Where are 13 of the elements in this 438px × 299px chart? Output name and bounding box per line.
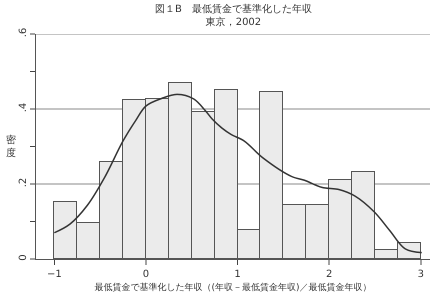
x-tick-label: −1 — [46, 269, 62, 280]
chart-title: 図１B 最低賃金で基準化した年収 — [155, 3, 312, 15]
y-tick-label: .4 — [18, 102, 29, 112]
y-tick-label: 0 — [18, 254, 29, 261]
x-tick-label: 2 — [326, 269, 332, 280]
x-tick-label: 0 — [142, 269, 150, 280]
x-tick-label: 1 — [234, 269, 241, 280]
x-tick-label: 3 — [418, 269, 424, 280]
chart-subtitle: 東京，2002 — [206, 16, 262, 28]
y-tick-label: .6 — [18, 28, 29, 38]
y-tick-label: .2 — [18, 178, 29, 188]
y-axis-title: 密度 — [6, 134, 16, 159]
x-axis-title: 最低賃金で基準化した年収（(年収－最低賃金年収)／最低賃金年収） — [94, 282, 372, 293]
